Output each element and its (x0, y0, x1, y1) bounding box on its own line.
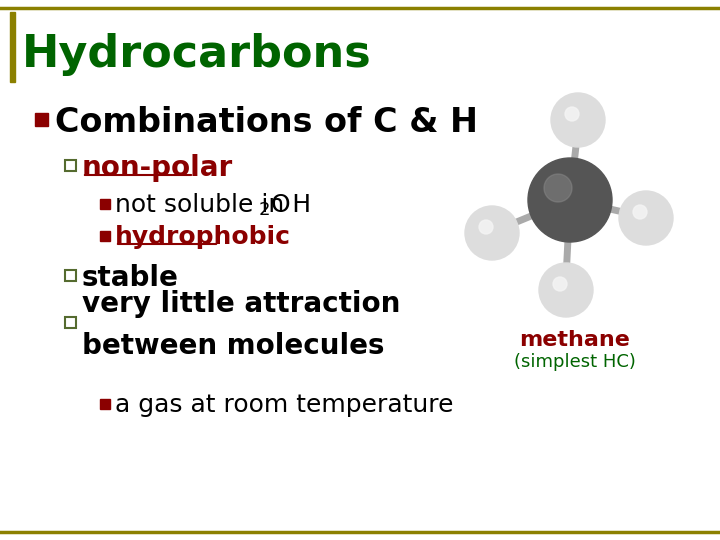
Circle shape (553, 277, 567, 291)
Text: methane: methane (520, 330, 631, 350)
Circle shape (544, 174, 572, 202)
Circle shape (565, 107, 579, 121)
Circle shape (528, 158, 612, 242)
Bar (65, 270, 76, 281)
Bar (100, 199, 110, 209)
Text: Hydrocarbons: Hydrocarbons (22, 33, 372, 77)
Circle shape (539, 263, 593, 317)
Text: stable: stable (82, 264, 179, 292)
Circle shape (551, 93, 605, 147)
Text: Combinations of C & H: Combinations of C & H (55, 105, 478, 138)
Circle shape (479, 220, 493, 234)
Text: a gas at room temperature: a gas at room temperature (115, 393, 454, 417)
Bar (100, 399, 110, 409)
Text: not soluble in H: not soluble in H (115, 193, 311, 217)
Text: hydrophobic: hydrophobic (115, 225, 291, 249)
Text: O: O (271, 193, 291, 217)
Bar (35, 113, 48, 126)
Text: very little attraction
between molecules: very little attraction between molecules (82, 291, 400, 360)
Bar (100, 231, 110, 241)
Text: 2: 2 (259, 201, 271, 219)
Circle shape (465, 206, 519, 260)
Text: non-polar: non-polar (82, 154, 233, 182)
Circle shape (633, 205, 647, 219)
Bar (65, 317, 76, 328)
Circle shape (619, 191, 673, 245)
Bar (65, 160, 76, 171)
Text: (simplest HC): (simplest HC) (514, 353, 636, 371)
Bar (10, 12, 15, 82)
